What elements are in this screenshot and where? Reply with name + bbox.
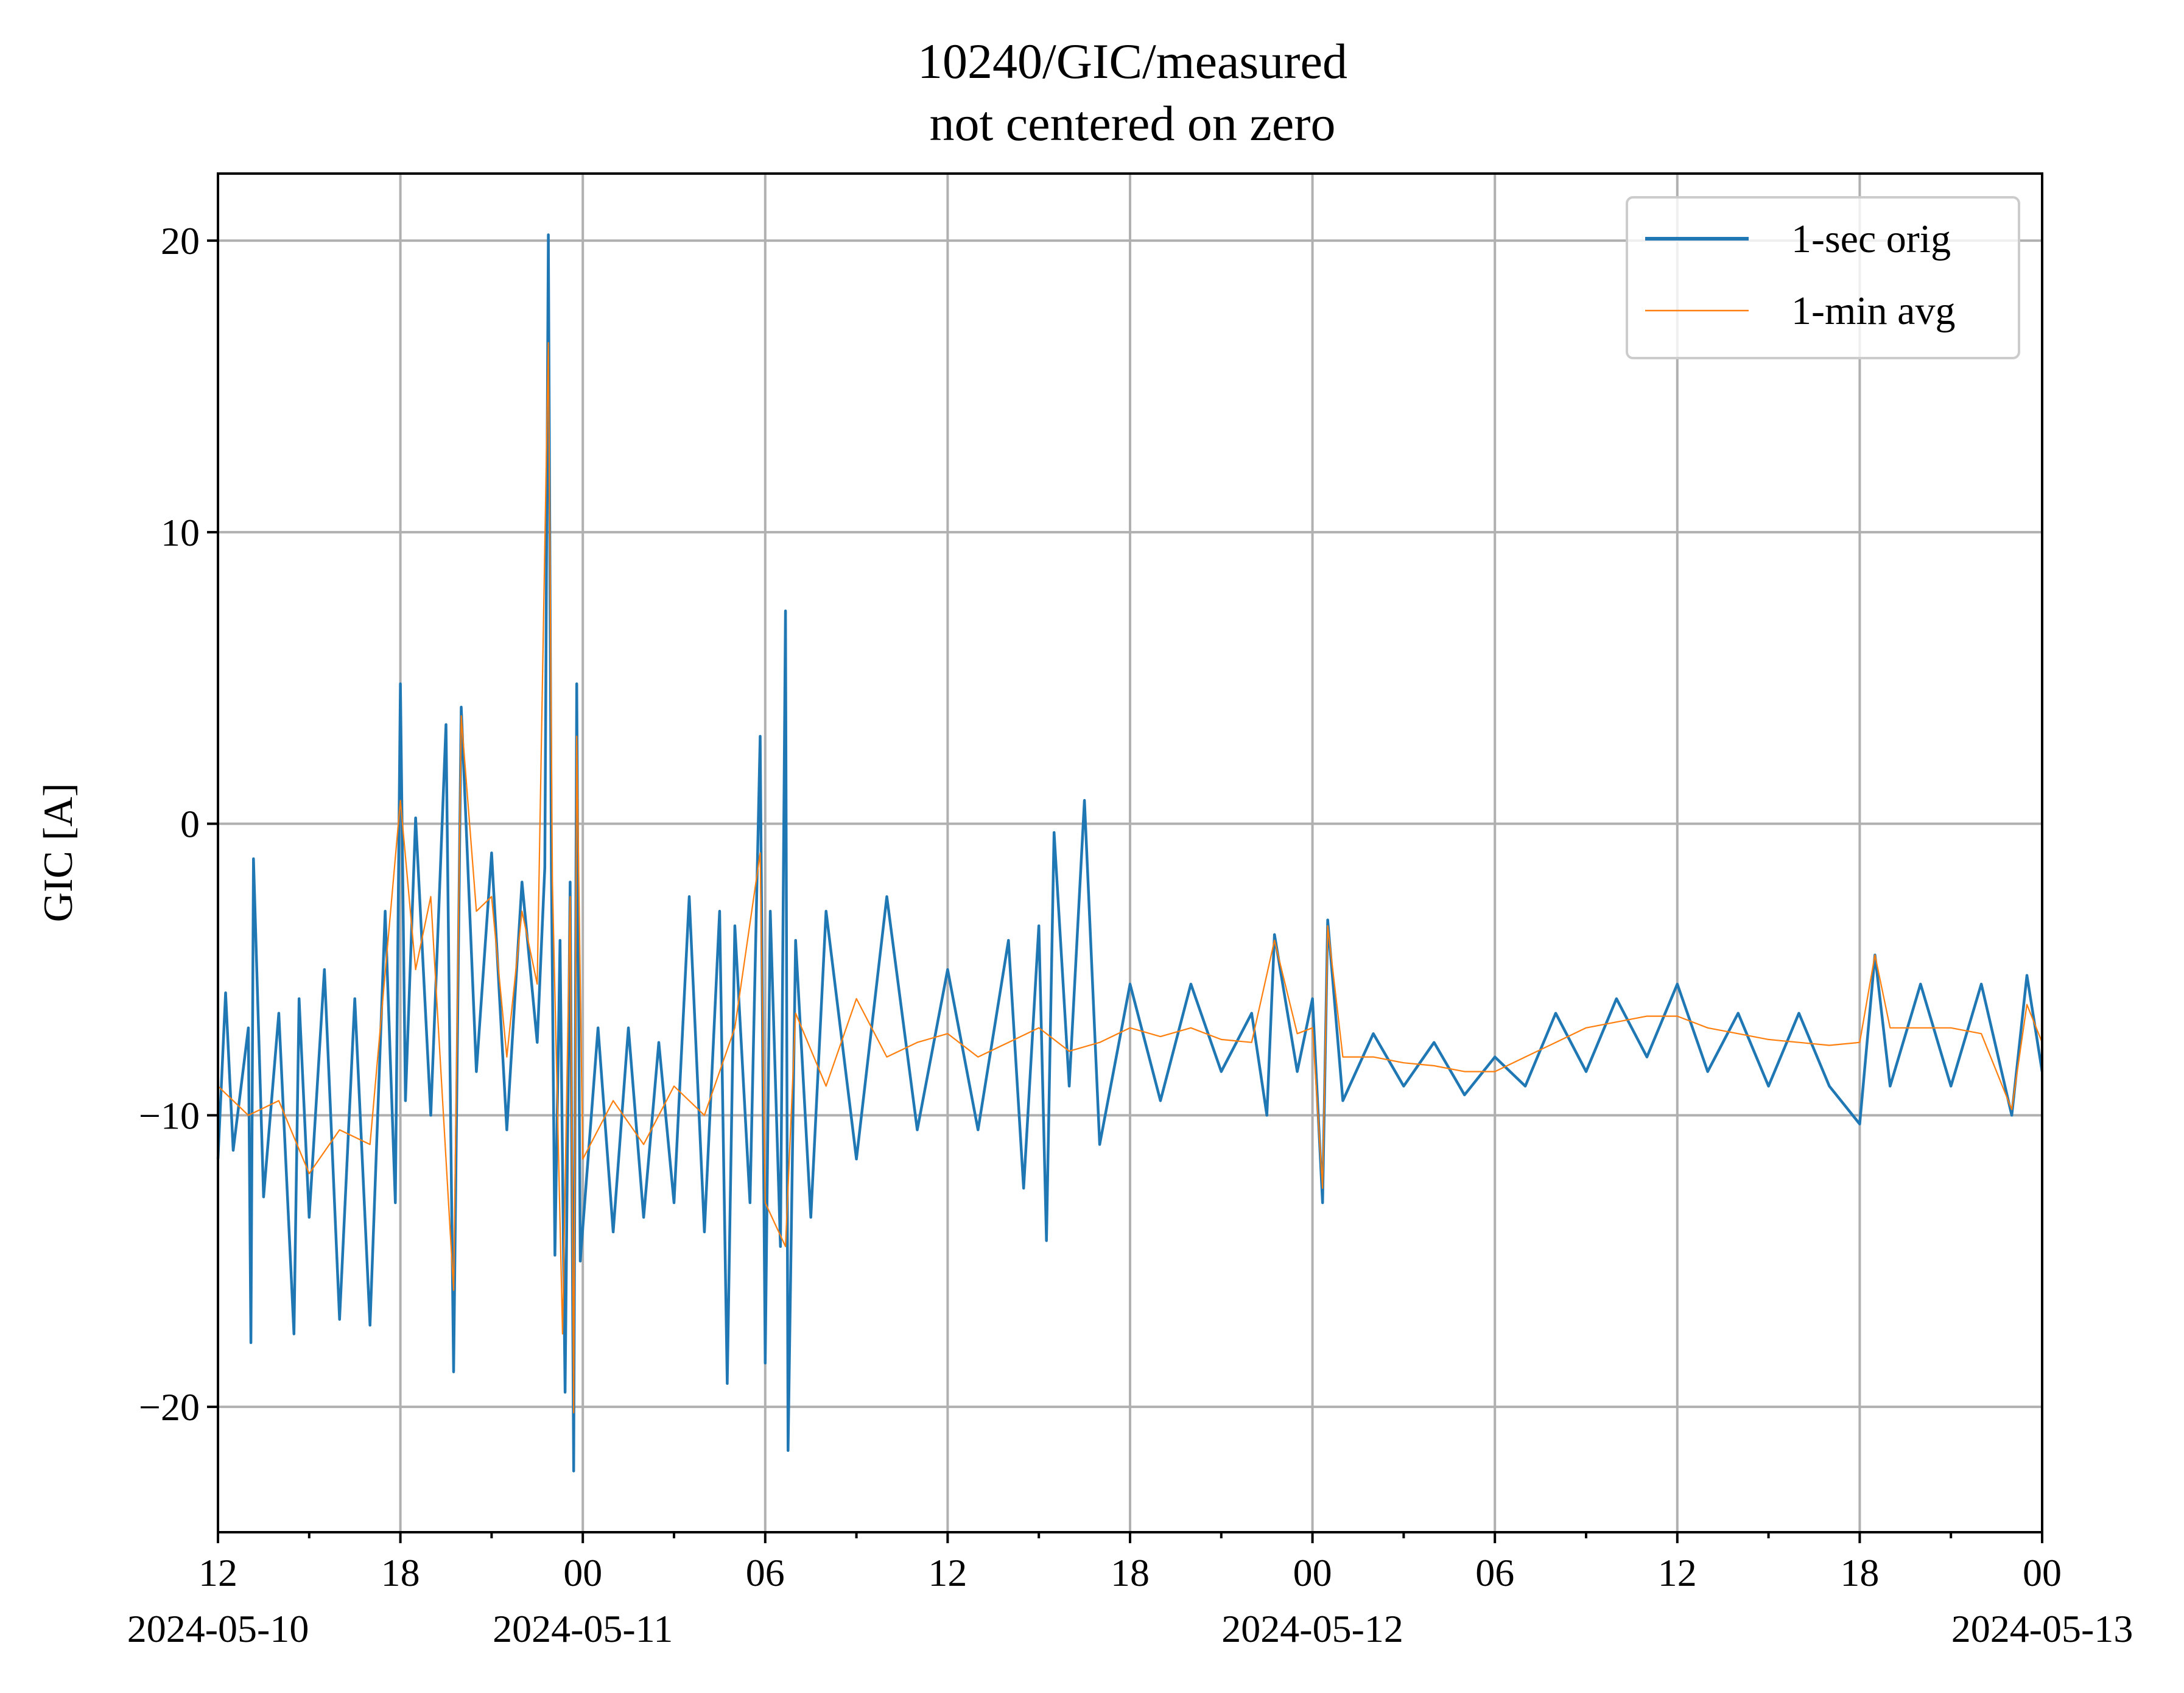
series-line-1-min-avg: [217, 342, 2043, 1413]
x-tick-label: 06: [746, 1551, 785, 1594]
y-tick-label: −20: [139, 1385, 200, 1429]
axis-ticks: 20 10 0 −10 −20 12 2024-05-10 18 00 2024-05-11 06 1…: [127, 219, 2133, 1650]
x-tick-label: 18: [1111, 1551, 1150, 1594]
x-tick-label: 00: [1293, 1551, 1332, 1594]
x-tick-label: 00: [2023, 1551, 2062, 1594]
x-date-label: 2024-05-12: [1221, 1607, 1403, 1650]
series-line-1-sec-orig: [216, 233, 2044, 1473]
x-tick-label: 18: [1840, 1551, 1879, 1594]
y-tick-label: 10: [161, 511, 200, 554]
x-date-label: 2024-05-13: [1951, 1607, 2133, 1650]
legend-label-1-sec-orig: 1-sec orig: [1791, 217, 1951, 261]
x-tick-label: 18: [381, 1551, 420, 1594]
x-tick-label: 12: [1658, 1551, 1697, 1594]
legend: 1-sec orig 1-min avg: [1626, 196, 2020, 359]
y-tick-label: −10: [139, 1094, 200, 1137]
x-tick-label: 00: [563, 1551, 602, 1594]
x-tick-label: 12: [928, 1551, 967, 1594]
y-tick-label: 20: [161, 219, 200, 262]
x-date-label: 2024-05-10: [127, 1607, 309, 1650]
y-axis-label: GIC [A]: [35, 783, 81, 923]
series-layer: [216, 233, 2044, 1473]
chart-subtitle: not centered on zero: [929, 96, 1335, 151]
plot-area-frame: [217, 172, 2043, 1533]
x-date-label: 2024-05-11: [493, 1607, 673, 1650]
y-tick-label: 0: [180, 803, 200, 846]
chart-title: 10240/GIC/measured: [918, 33, 1347, 89]
x-tick-label: 12: [198, 1551, 237, 1594]
legend-label-1-min-avg: 1-min avg: [1791, 289, 1955, 333]
grid-lines: [217, 174, 2043, 1532]
x-tick-label: 06: [1475, 1551, 1514, 1594]
